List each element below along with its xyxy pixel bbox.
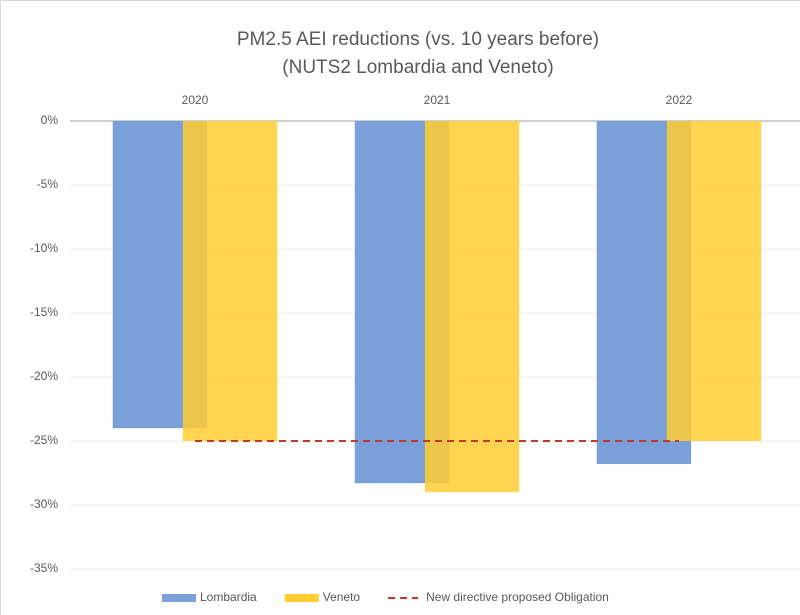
y-tick-label: -15%	[30, 305, 58, 319]
legend-label: New directive proposed Obligation	[426, 590, 609, 604]
legend-label: Veneto	[323, 590, 361, 604]
chart-title: PM2.5 AEI reductions (vs. 10 years befor…	[237, 29, 599, 50]
x-tick-label: 2020	[182, 93, 209, 107]
y-tick-label: -25%	[30, 433, 58, 447]
y-tick-label: -5%	[37, 177, 59, 191]
bar	[182, 121, 278, 441]
x-tick-label: 2022	[666, 93, 693, 107]
y-tick-label: -35%	[30, 561, 58, 575]
bar	[666, 121, 762, 441]
y-tick-label: 0%	[41, 113, 59, 127]
y-tick-label: -30%	[30, 497, 58, 511]
x-tick-label: 2021	[424, 93, 451, 107]
y-tick-label: -10%	[30, 241, 58, 255]
y-tick-label: -20%	[30, 369, 58, 383]
bar	[424, 121, 520, 493]
legend-swatch	[284, 594, 319, 602]
legend-label: Lombardia	[200, 590, 257, 604]
legend-swatch	[162, 594, 196, 602]
chart-subtitle: (NUTS2 Lombardia and Veneto)	[282, 57, 553, 78]
